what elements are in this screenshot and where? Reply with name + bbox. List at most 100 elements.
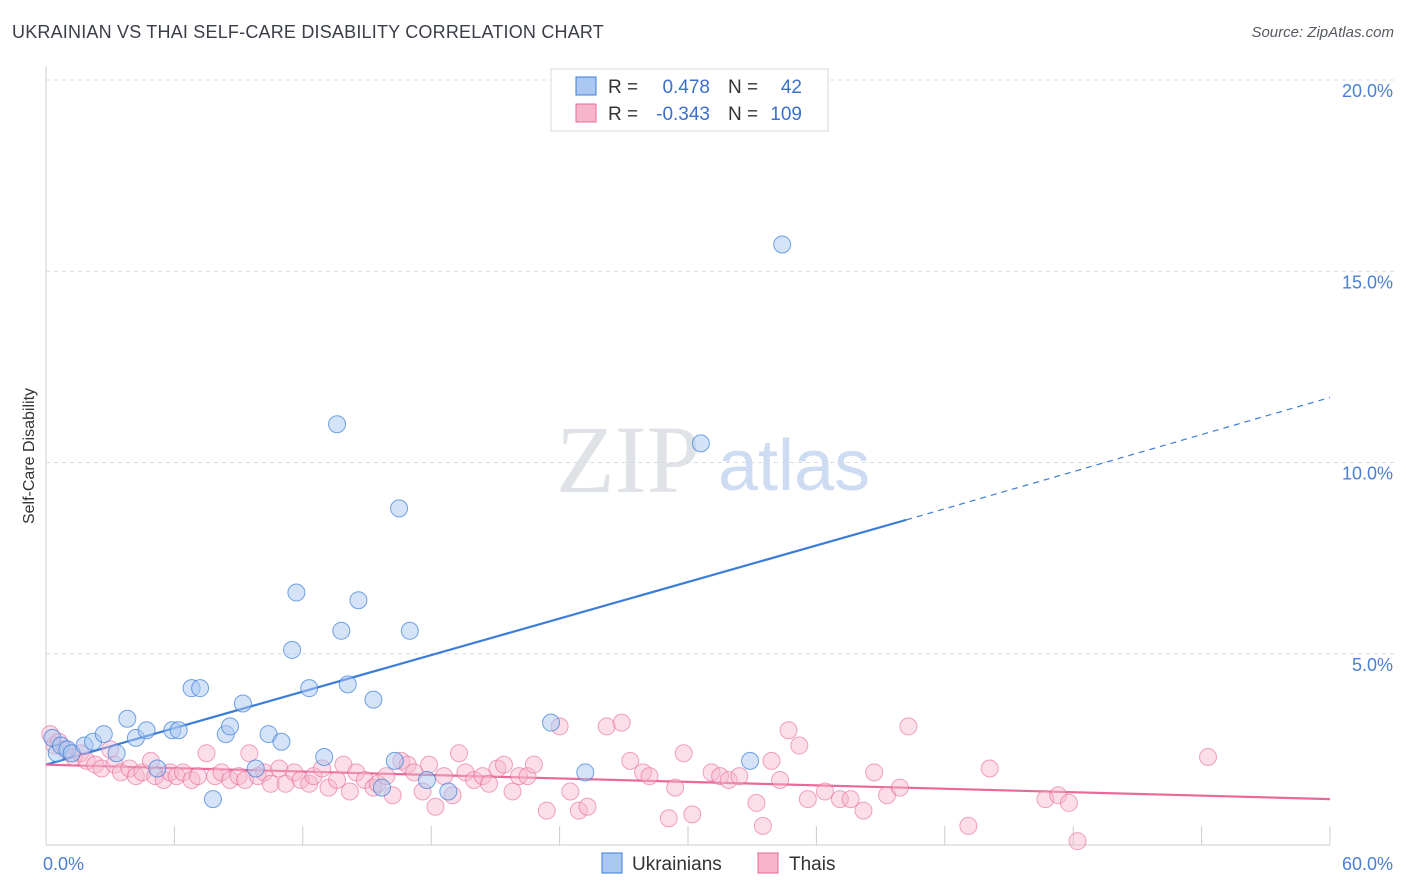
x-tick-label-max: 60.0%: [1342, 854, 1393, 874]
bottom-legend-thais: Thais: [789, 854, 835, 875]
thai-point: [1068, 832, 1087, 851]
bottom-legend-ukrainians: Ukrainians: [632, 854, 722, 875]
thai-point: [771, 770, 790, 789]
ukrainian-point: [390, 499, 409, 518]
thai-point: [221, 770, 240, 789]
thai-point: [779, 721, 798, 740]
axes: [45, 66, 1331, 846]
thai-point: [798, 790, 817, 809]
thai-point: [197, 744, 216, 763]
ukrainian-point: [349, 591, 368, 610]
thai-point: [270, 759, 289, 778]
ukrainian-point: [118, 709, 137, 728]
ukrainian-point: [691, 434, 710, 453]
thai-point: [340, 782, 359, 801]
ukrainian-point: [385, 751, 404, 770]
thai-point: [561, 782, 580, 801]
ukrainian-point: [233, 694, 252, 713]
ukrainian-points: [43, 235, 792, 809]
thai-point: [450, 744, 469, 763]
watermark-atlas: atlas: [718, 426, 870, 506]
y-tick-label: 15.0%: [1342, 272, 1393, 292]
thai-point: [830, 790, 849, 809]
ukrainian-point: [283, 640, 302, 659]
ukrainian-point: [287, 583, 306, 602]
x-tick-label-min: 0.0%: [43, 854, 84, 874]
legend-swatch-thais: [575, 103, 597, 123]
thai-point: [240, 744, 259, 763]
tick-labels: 5.0% 10.0% 15.0% 20.0% 0.0% 60.0%: [43, 81, 1393, 874]
legend-n-value-2: 109: [770, 104, 802, 125]
thai-point: [790, 736, 809, 755]
chart-title: UKRAINIAN VS THAI SELF-CARE DISABILITY C…: [12, 22, 604, 42]
thai-point: [854, 801, 873, 820]
legend-r-value-2: -0.343: [656, 104, 710, 125]
thai-point: [674, 744, 693, 763]
gridlines: [46, 79, 1394, 655]
thai-point: [1059, 793, 1078, 812]
ukrainian-point: [300, 679, 319, 698]
y-axis-label: Self-Care Disability: [21, 388, 38, 524]
thai-point: [980, 759, 999, 778]
thai-point: [753, 816, 772, 835]
legend-r-label-1: R =: [608, 77, 638, 98]
bottom-legend-swatch-ukrainians: [601, 852, 623, 874]
thai-point: [959, 816, 978, 835]
bottom-legend-swatch-thais: [757, 852, 779, 874]
thai-point: [569, 801, 588, 820]
thai-point: [899, 717, 918, 736]
ukrainian-point: [741, 751, 760, 770]
legend-n-label-2: N =: [728, 104, 758, 125]
thai-point: [597, 717, 616, 736]
thai-point: [285, 763, 304, 782]
thai-point: [640, 767, 659, 786]
thai-point: [747, 793, 766, 812]
thai-point: [503, 782, 522, 801]
thai-point: [659, 809, 678, 828]
y-tick-label: 5.0%: [1352, 655, 1393, 675]
ukrainian-point: [400, 621, 419, 640]
thai-point: [328, 770, 347, 789]
ukrainian-point: [246, 759, 265, 778]
thai-point: [537, 801, 556, 820]
legend-n-value-1: 42: [781, 77, 802, 98]
thai-point: [666, 778, 685, 797]
ukrainian-point: [576, 763, 595, 782]
ukrainian-point: [315, 748, 334, 767]
thai-point: [841, 790, 860, 809]
ukrainian-point: [372, 778, 391, 797]
ukrainian-point: [338, 675, 357, 694]
ukrainian-point: [107, 744, 126, 763]
legend-r-label-2: R =: [608, 104, 638, 125]
thai-point: [815, 782, 834, 801]
thai-point: [683, 805, 702, 824]
ukrainian-point: [332, 621, 351, 640]
thai-point: [473, 767, 492, 786]
thai-point: [261, 774, 280, 793]
watermark-zip: ZIP: [556, 406, 700, 513]
thai-point: [111, 763, 130, 782]
ukrainian-point: [191, 679, 210, 698]
thai-point: [621, 751, 640, 770]
thai-point: [426, 797, 445, 816]
ukrainian-point: [272, 732, 291, 751]
ukrainian-point: [203, 790, 222, 809]
thai-point: [730, 767, 749, 786]
y-tick-label: 10.0%: [1342, 464, 1393, 484]
thai-point: [762, 751, 781, 770]
ukrainian-point: [221, 717, 240, 736]
thai-point: [1199, 748, 1218, 767]
thai-point: [702, 763, 721, 782]
legend-swatch-ukrainians: [575, 76, 597, 96]
legend-n-label-1: N =: [728, 77, 758, 98]
thai-point: [435, 767, 454, 786]
thai-point: [188, 767, 207, 786]
ukrainian-point: [94, 725, 113, 744]
thai-point: [1049, 786, 1068, 805]
thai-point: [518, 767, 537, 786]
thai-point: [524, 755, 543, 774]
thai-point: [479, 774, 498, 793]
ukrainian-point: [328, 415, 347, 434]
thai-point: [890, 778, 909, 797]
